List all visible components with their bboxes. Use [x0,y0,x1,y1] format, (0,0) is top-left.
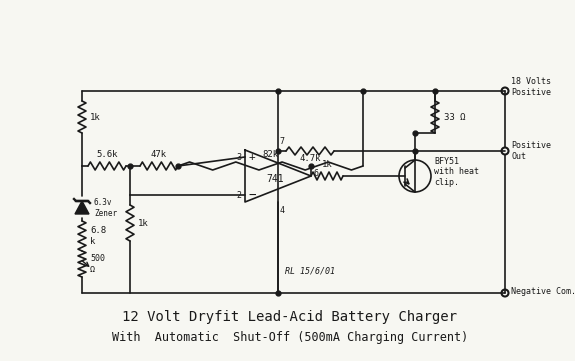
Text: 6: 6 [314,169,319,178]
Text: 47k: 47k [151,150,167,159]
Text: 5.6k: 5.6k [96,150,118,159]
Text: 6.3v
Zener: 6.3v Zener [94,198,117,218]
Text: 2: 2 [236,191,241,200]
Text: −: − [248,188,256,201]
Text: 500
Ω: 500 Ω [90,254,105,274]
Text: RL 15/6/01: RL 15/6/01 [285,266,335,275]
Text: +: + [248,152,255,162]
Text: 12 Volt Dryfit Lead-Acid Battery Charger: 12 Volt Dryfit Lead-Acid Battery Charger [122,310,458,324]
Text: 3: 3 [236,152,241,161]
Text: 33 Ω: 33 Ω [444,113,466,122]
Polygon shape [75,201,89,214]
Text: 7: 7 [279,137,285,146]
Text: 4.7k: 4.7k [299,154,321,163]
Text: Positive
Out: Positive Out [511,141,551,161]
Text: 6.8
k: 6.8 k [90,226,106,246]
Text: BFY51
with heat
clip.: BFY51 with heat clip. [434,157,479,187]
Text: 18 Volts
Positive: 18 Volts Positive [511,77,551,97]
Text: With  Automatic  Shut-Off (500mA Charging Current): With Automatic Shut-Off (500mA Charging … [112,331,468,344]
Text: 1k: 1k [321,160,332,169]
Text: 1k: 1k [138,218,149,227]
Text: Negative Com.: Negative Com. [511,287,575,296]
Text: 1k: 1k [90,113,101,122]
Text: 741: 741 [266,174,284,184]
Text: 82k: 82k [262,150,278,159]
Text: 4: 4 [279,206,285,215]
